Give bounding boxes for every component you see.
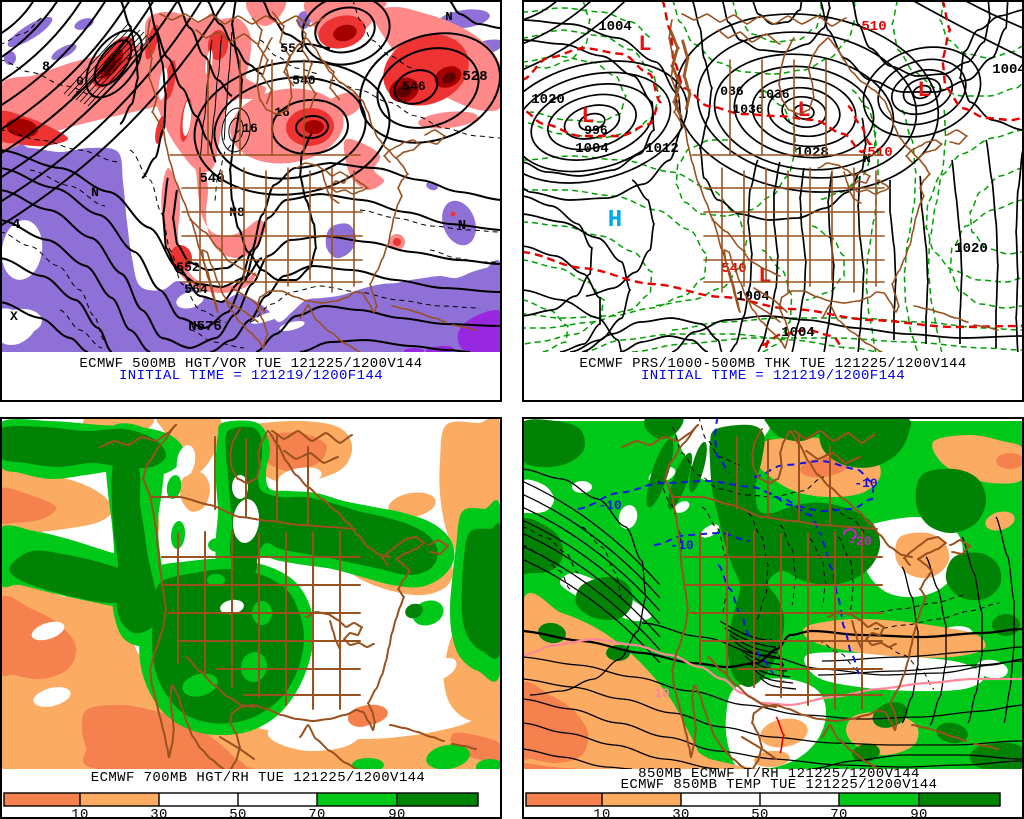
svg-text:30: 30: [150, 807, 168, 819]
svg-text:INITIAL TIME = 121219/1200F144: INITIAL TIME = 121219/1200F144: [119, 368, 383, 384]
svg-text:-10: -10: [670, 538, 694, 553]
svg-text:N: N: [458, 218, 466, 234]
svg-text:1004: 1004: [992, 62, 1024, 78]
svg-text:036: 036: [720, 84, 744, 99]
svg-text:90: 90: [910, 807, 928, 819]
svg-text:1036: 1036: [758, 87, 789, 102]
svg-text:1028: 1028: [795, 145, 829, 161]
svg-text:L: L: [581, 104, 594, 129]
svg-text:70: 70: [308, 807, 326, 819]
svg-text:50: 50: [751, 807, 769, 819]
svg-text:0: 0: [76, 74, 84, 89]
svg-text:1004: 1004: [736, 289, 770, 305]
svg-text:16: 16: [242, 121, 258, 136]
svg-text:4: 4: [12, 217, 20, 233]
svg-text:528: 528: [462, 69, 487, 85]
svg-text:1004: 1004: [598, 19, 632, 35]
svg-text:L: L: [917, 78, 930, 103]
svg-text:ECMWF 700MB HGT/RH TUE 121225/: ECMWF 700MB HGT/RH TUE 121225/1200V144: [91, 770, 425, 786]
svg-text:564: 564: [184, 282, 208, 297]
svg-text:ECMWF 500MB HGT/VOR TUE 121225: ECMWF 500MB HGT/VOR TUE 121225/1200V144: [79, 356, 422, 372]
svg-text:1036: 1036: [732, 102, 763, 117]
svg-text:1004: 1004: [781, 325, 815, 341]
svg-text:546: 546: [402, 79, 426, 94]
svg-text:N: N: [91, 185, 99, 200]
svg-text:INITIAL TIME = 121219/1200F144: INITIAL TIME = 121219/1200F144: [641, 368, 905, 384]
svg-text:-10: -10: [598, 498, 622, 513]
svg-text:510: 510: [861, 19, 886, 35]
svg-text:50: 50: [229, 807, 247, 819]
svg-text:L: L: [758, 264, 771, 289]
svg-text:10: 10: [654, 686, 670, 701]
svg-text:1004: 1004: [575, 141, 609, 157]
svg-text:N576: N576: [188, 319, 222, 335]
svg-text:1012: 1012: [645, 141, 679, 157]
svg-text:510: 510: [867, 145, 892, 161]
svg-text:N: N: [863, 152, 870, 166]
svg-text:8: 8: [42, 59, 50, 74]
svg-text:ECMWF PRS/1000-500MB THK TUE 1: ECMWF PRS/1000-500MB THK TUE 121225/1200…: [579, 356, 966, 372]
svg-text:850MB ECMWF T/RH 121225/1200V1: 850MB ECMWF T/RH 121225/1200V144: [638, 766, 920, 782]
svg-text:540: 540: [721, 261, 746, 277]
svg-text:X: X: [10, 309, 18, 324]
svg-text:ECMWF 850MB TEMP TUE 121225/12: ECMWF 850MB TEMP TUE 121225/1200V144: [621, 777, 938, 793]
svg-text:L: L: [797, 98, 810, 123]
svg-text:-10: -10: [854, 476, 878, 491]
svg-text:90: 90: [388, 807, 406, 819]
svg-text:H: H: [608, 207, 622, 234]
svg-text:10: 10: [593, 807, 611, 819]
svg-text:996: 996: [584, 123, 608, 138]
svg-text:552: 552: [176, 260, 200, 275]
svg-text:L: L: [638, 32, 651, 57]
svg-text:30: 30: [672, 807, 690, 819]
svg-text:10: 10: [71, 807, 89, 819]
svg-text:N: N: [445, 10, 452, 24]
svg-text:540: 540: [199, 171, 224, 187]
svg-text:70: 70: [830, 807, 848, 819]
svg-text:1020: 1020: [954, 241, 988, 257]
svg-text:-20: -20: [848, 534, 872, 549]
svg-text:1020: 1020: [531, 92, 565, 108]
